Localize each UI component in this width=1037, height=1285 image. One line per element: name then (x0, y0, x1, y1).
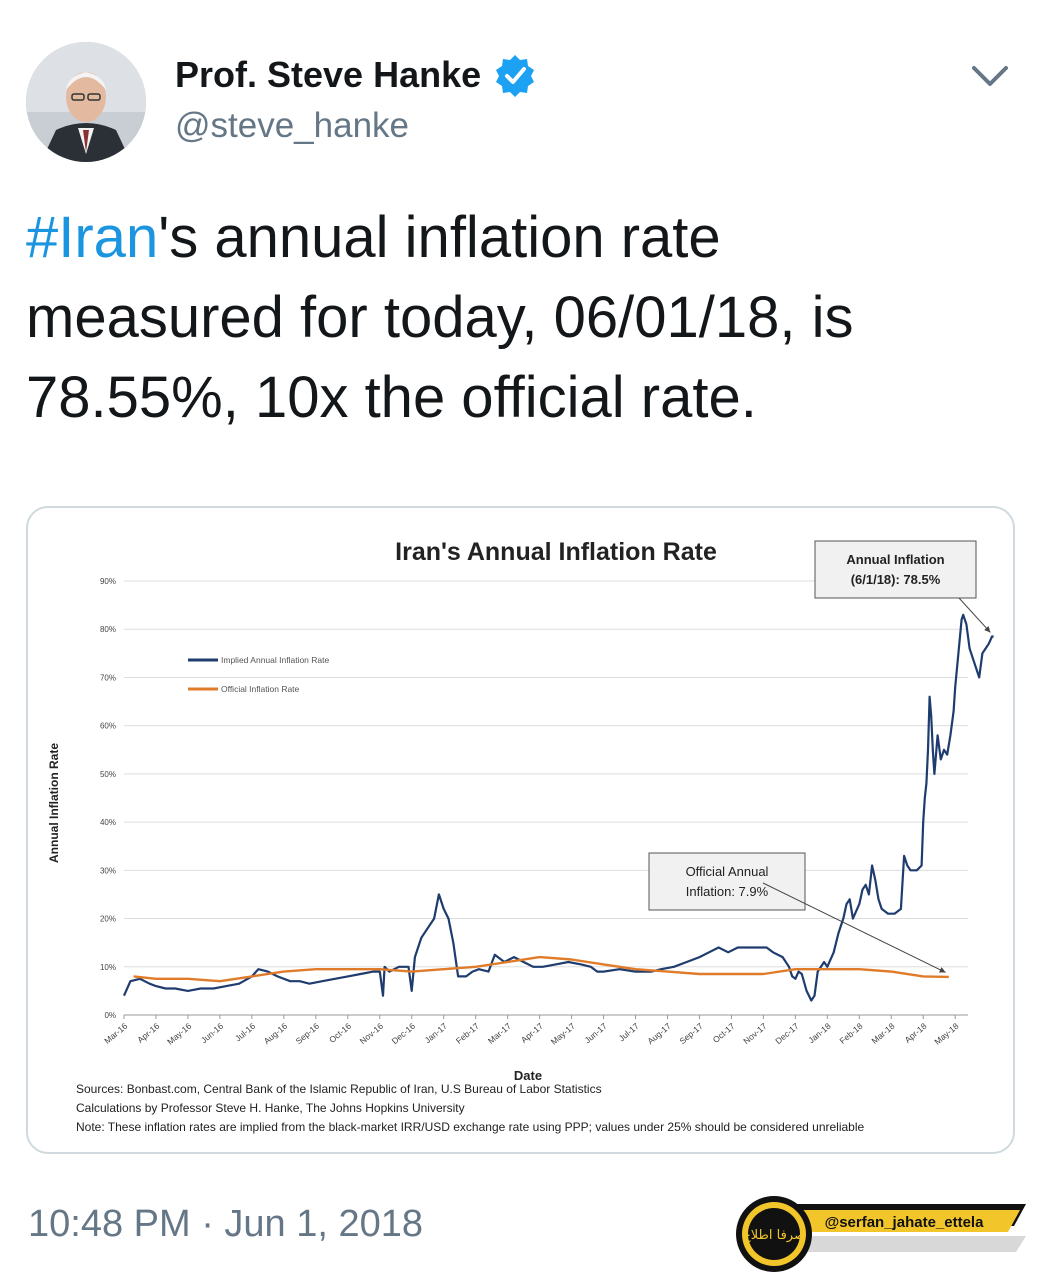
x-tick-label: Nov-16 (358, 1021, 386, 1046)
y-tick-label: 40% (100, 818, 116, 827)
author-handle[interactable]: @steve_hanke (175, 106, 410, 145)
x-tick-label: Sep-17 (677, 1021, 705, 1046)
y-tick-label: 50% (100, 770, 116, 779)
annotation-text: (6/1/18): 78.5% (851, 572, 941, 587)
watermark-handle: @serfan_jahate_ettela (825, 1214, 985, 1231)
y-tick-label: 90% (100, 577, 116, 586)
annotation-text: Inflation: 7.9% (686, 884, 769, 899)
tweet-line-2: measured for today, 06/01/18, is (26, 285, 854, 350)
avatar-photo (26, 42, 146, 162)
legend-label: Official Inflation Rate (221, 684, 300, 694)
x-tick-label: Jun-16 (199, 1021, 226, 1046)
x-tick-label: Mar-16 (102, 1021, 129, 1046)
chart-annotations: Annual Inflation (6/1/18): 78.5% Official … (648, 540, 991, 973)
x-tick-label: May-18 (932, 1021, 960, 1047)
tweet-timestamp[interactable]: 10:48 PM · Jun 1, 2018 (28, 1203, 424, 1245)
y-tick-label: 60% (100, 722, 116, 731)
annotation-text: Annual Inflation (846, 552, 944, 567)
verified-badge-icon (493, 53, 537, 97)
annotation-box (648, 852, 806, 911)
x-tick-label: Aug-16 (262, 1021, 290, 1046)
series-official-line (133, 955, 949, 983)
watermark-logo-text: صرفا اطلاع (743, 1228, 805, 1243)
y-tick-label: 10% (100, 963, 116, 972)
x-tick-label: May-17 (549, 1021, 577, 1047)
x-tick-label: Apr-16 (135, 1021, 161, 1045)
chevron-down-icon[interactable] (966, 52, 1014, 100)
inflation-chart: Iran's Annual Inflation Rate 0% 10% 20% 30%… (47, 538, 994, 1134)
media-card[interactable]: Iran's Annual Inflation Rate 0% 10% 20% 30%… (26, 506, 1015, 1154)
chart-notes: Sources: Bonbast.com, Central Bank of th… (76, 1082, 865, 1134)
y-axis-ticks: 0% 10% 20% 30% 40% 50% 60% 70% 80% 90% (100, 577, 116, 1020)
x-tick-label: Feb-18 (838, 1021, 865, 1046)
x-tick-label: Nov-17 (741, 1021, 769, 1046)
y-tick-label: 70% (100, 673, 116, 682)
x-tick-label: Dec-16 (390, 1021, 418, 1046)
avatar[interactable] (26, 42, 146, 162)
x-axis-label: Date (514, 1068, 542, 1083)
x-axis-ticks: Mar-16 Apr-16 May-16 Jun-16 Jul-16 Aug-16 Sep-… (102, 1015, 961, 1047)
y-tick-label: 80% (100, 625, 116, 634)
chart-grid (124, 580, 968, 1016)
chart-title: Iran's Annual Inflation Rate (395, 538, 717, 566)
annotation-arrow (762, 882, 946, 973)
x-tick-label: Jul-16 (233, 1021, 257, 1044)
x-tick-label: Mar-17 (486, 1021, 513, 1046)
x-tick-label: Mar-18 (869, 1021, 896, 1046)
x-tick-label: Apr-17 (519, 1021, 545, 1045)
x-tick-label: May-16 (165, 1021, 193, 1047)
y-tick-label: 20% (100, 915, 116, 924)
tweet-line-1: #Iran's annual inflation rate (26, 198, 1011, 278)
watermark-shadow (800, 1236, 1026, 1252)
author-row: Prof. Steve Hanke (175, 50, 537, 100)
y-axis-label: Annual Inflation Rate (47, 743, 61, 863)
watermark: @serfan_jahate_ettela صرفا اطلاع (734, 1186, 1037, 1280)
series-implied-line (122, 613, 994, 1002)
legend-label: Implied Annual Inflation Rate (221, 655, 329, 665)
hashtag-link[interactable]: #Iran (26, 205, 159, 270)
x-tick-label: Aug-17 (645, 1021, 673, 1046)
chart-note: Note: These inflation rates are implied … (76, 1120, 865, 1134)
x-tick-label: Jul-17 (617, 1021, 641, 1044)
serfan-logo-core (748, 1208, 800, 1260)
tweet-text: #Iran's annual inflation rate measured f… (26, 198, 1011, 438)
x-tick-label: Oct-17 (711, 1021, 737, 1045)
y-tick-label: 0% (104, 1011, 116, 1020)
x-tick-label: Oct-16 (327, 1021, 353, 1045)
chart-note: Sources: Bonbast.com, Central Bank of th… (76, 1082, 602, 1096)
x-tick-label: Sep-16 (294, 1021, 322, 1046)
annotation-arrow (958, 597, 991, 633)
x-tick-label: Jan-18 (806, 1021, 833, 1046)
x-tick-label: Jun-17 (582, 1021, 609, 1046)
chart-series (122, 613, 994, 1002)
author-name[interactable]: Prof. Steve Hanke (175, 54, 482, 95)
watermark-banner (800, 1210, 1020, 1232)
x-tick-label: Apr-18 (903, 1021, 929, 1045)
tweet-text-segment: 's annual inflation rate (158, 205, 721, 270)
x-tick-label: Jan-17 (423, 1021, 450, 1046)
y-tick-label: 30% (100, 866, 116, 875)
chart-legend: Implied Annual Inflation Rate Official In… (188, 655, 329, 694)
annotation-box (814, 540, 977, 599)
tweet-line-3: 78.55%, 10x the official rate. (26, 365, 757, 430)
chart-note: Calculations by Professor Steve H. Hanke… (76, 1101, 465, 1115)
x-tick-label: Dec-17 (773, 1021, 801, 1046)
annotation-text: Official Annual (686, 864, 769, 879)
x-tick-label: Feb-17 (454, 1021, 481, 1046)
